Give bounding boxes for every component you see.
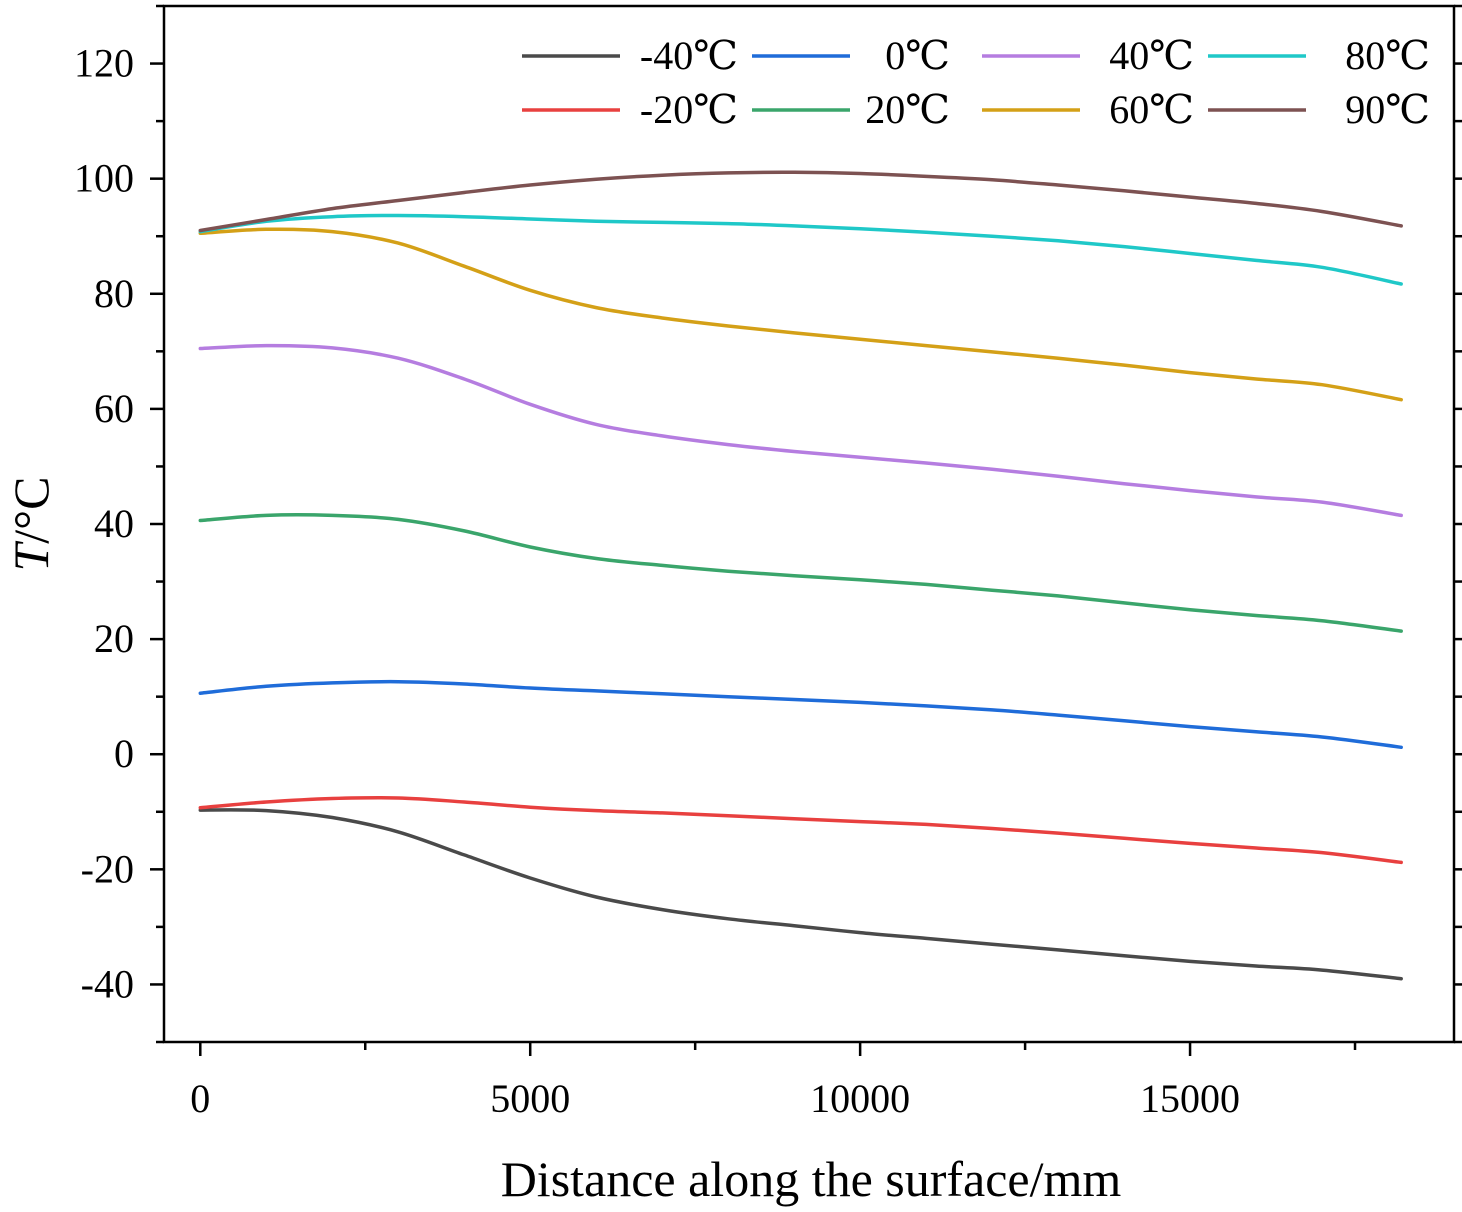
y-tick-label: 80: [94, 271, 134, 316]
x-tick-label: 5000: [490, 1076, 570, 1121]
y-tick-label: -40: [81, 961, 134, 1006]
x-tick-label: 0: [190, 1076, 210, 1121]
plot-area-frame: [162, 4, 1456, 1044]
legend-label: 60℃: [1109, 87, 1194, 132]
series-line: [198, 227, 1403, 402]
series-line: [198, 170, 1403, 233]
y-tick-label: 100: [74, 156, 134, 201]
legend-label: 40℃: [1109, 33, 1194, 78]
legend-label: 0℃: [885, 33, 950, 78]
x-tick-label: 15000: [1140, 1076, 1240, 1121]
y-axis-title-unit: /°C: [3, 476, 59, 543]
series-line: [198, 795, 1403, 865]
y-tick-label: 0: [114, 731, 134, 776]
x-axis-title: Distance along the surface/mm: [501, 1151, 1122, 1207]
series-line: [198, 679, 1403, 750]
y-tick-label: 120: [74, 41, 134, 86]
y-axis: -40 -20 0 20 40 60 80 100 120: [74, 4, 1462, 1044]
legend-label: -20℃: [640, 87, 738, 132]
y-tick-label: -20: [81, 846, 134, 891]
x-axis: 0 5000 10000 15000: [190, 1042, 1357, 1121]
x-tick-label: 10000: [810, 1076, 910, 1121]
y-axis-title-symbol: T: [3, 541, 59, 572]
legend-label: 20℃: [865, 87, 950, 132]
legend-label: 80℃: [1345, 33, 1430, 78]
series-lines: [198, 170, 1403, 981]
legend: -40℃ -20℃ 0℃ 20℃ 40℃ 60℃ 80℃ 90℃: [522, 33, 1430, 132]
series-line: [198, 343, 1403, 518]
y-tick-label: 60: [94, 386, 134, 431]
legend-label: 90℃: [1345, 87, 1430, 132]
series-line: [198, 213, 1403, 286]
series-line: [198, 513, 1403, 633]
y-axis-title: T/°C: [3, 476, 59, 571]
y-tick-label: 20: [94, 616, 134, 661]
series-line: [198, 808, 1403, 981]
legend-label: -40℃: [640, 33, 738, 78]
y-tick-label: 40: [94, 501, 134, 546]
